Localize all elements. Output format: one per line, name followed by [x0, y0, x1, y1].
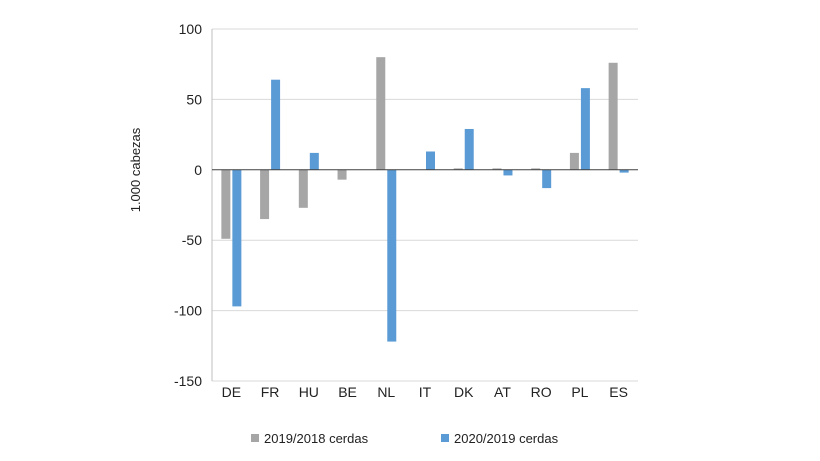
legend: 2019/2018 cerdas 2020/2019 cerdas — [251, 431, 559, 446]
bar-it-series-2 — [426, 151, 435, 170]
legend-label: 2020/2019 cerdas — [454, 431, 559, 446]
x-tick-label: FR — [261, 384, 280, 400]
x-tick-label: NL — [377, 384, 395, 400]
legend-swatch — [441, 434, 449, 442]
bar-at-series-2 — [503, 169, 513, 176]
bar-be-series-1 — [337, 169, 347, 180]
bar-de-series-1 — [221, 169, 231, 239]
bar-ro-series-1 — [531, 168, 541, 170]
y-tick-label: 100 — [179, 21, 203, 37]
x-tick-label: ES — [609, 384, 628, 400]
x-tick-label: RO — [531, 384, 552, 400]
bar-at-series-1 — [492, 168, 502, 170]
bar-hu-series-2 — [309, 152, 319, 170]
y-tick-label: -100 — [174, 303, 202, 319]
bar-nl-series-1 — [376, 57, 386, 170]
bars — [221, 57, 629, 342]
x-tick-labels: DE FR HU BE NL IT DK AT RO PL ES — [222, 384, 628, 400]
x-tick-label: DK — [454, 384, 474, 400]
bar-nl-series-2 — [387, 169, 397, 342]
y-tick-label: -50 — [182, 232, 202, 248]
y-tick-label: 50 — [186, 91, 202, 107]
y-tick-label: 0 — [194, 162, 202, 178]
y-tick-labels: 100 50 0 -50 -100 -150 — [174, 21, 202, 389]
bar-pl-series-2 — [580, 88, 590, 170]
x-tick-label: DE — [222, 384, 241, 400]
bar-hu-series-1 — [298, 169, 308, 208]
x-tick-label: BE — [338, 384, 357, 400]
gridlines — [212, 28, 638, 382]
y-axis-label: 1.000 cabezas — [128, 127, 143, 212]
x-tick-label: AT — [494, 384, 511, 400]
bar-ro-series-2 — [542, 169, 552, 189]
x-tick-label: IT — [419, 384, 432, 400]
bar-pl-series-1 — [569, 152, 579, 170]
legend-label: 2019/2018 cerdas — [264, 431, 369, 446]
legend-swatch — [251, 434, 259, 442]
bar-dk-series-1 — [453, 168, 463, 170]
bar-fr-series-1 — [260, 169, 270, 220]
x-tick-label: PL — [571, 384, 588, 400]
axes — [211, 29, 638, 381]
bar-dk-series-2 — [464, 128, 474, 170]
bar-fr-series-2 — [271, 79, 281, 170]
bar-es-series-1 — [608, 62, 618, 170]
bar-de-series-2 — [232, 169, 242, 307]
bar-es-series-2 — [619, 169, 629, 173]
y-tick-label: -150 — [174, 373, 202, 389]
x-tick-label: HU — [299, 384, 319, 400]
